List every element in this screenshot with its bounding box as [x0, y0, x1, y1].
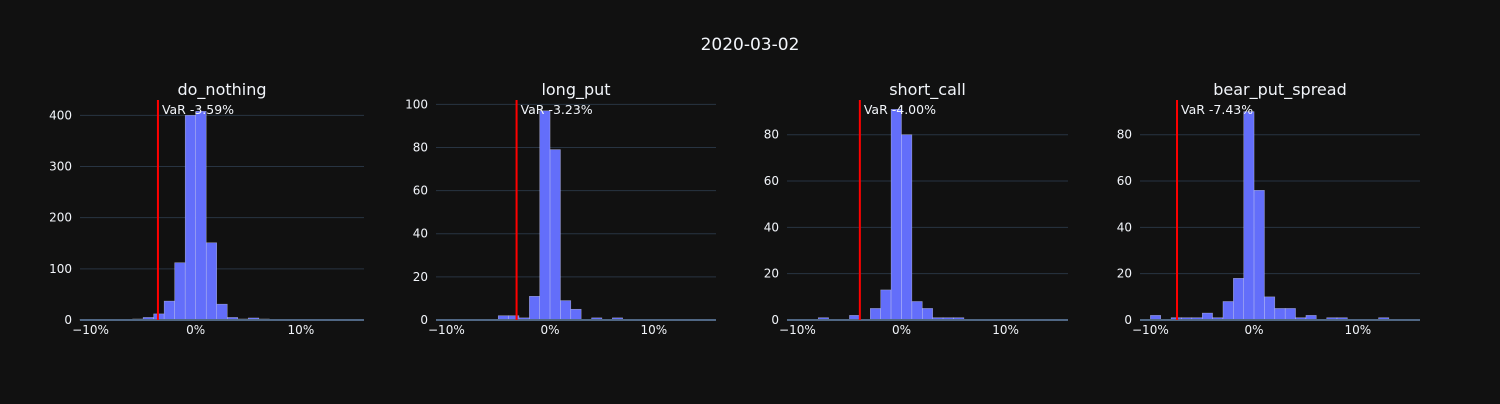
y-tick-label: 80: [413, 140, 428, 154]
subplot-title: do_nothing: [177, 80, 266, 100]
histogram-bar: [570, 308, 582, 321]
histogram-bar: [549, 149, 561, 321]
histogram-bar: [1274, 308, 1286, 321]
y-tick-label: 20: [413, 270, 428, 284]
subplot-title: long_put: [541, 80, 610, 100]
y-tick-label: 40: [413, 227, 428, 241]
histogram-bar: [880, 289, 892, 321]
x-tick-label: 0%: [1245, 323, 1264, 337]
y-tick-label: 100: [405, 97, 428, 111]
y-tick-label: 200: [49, 211, 72, 225]
var-label: VaR -7.43%: [1181, 102, 1253, 117]
x-tick-label: 10%: [1344, 323, 1371, 337]
var-label: VaR -3.23%: [521, 102, 593, 117]
y-tick-label: 60: [764, 174, 779, 188]
histogram-bar: [911, 301, 923, 321]
histogram-bar: [205, 242, 217, 321]
y-tick-label: 20: [764, 267, 779, 281]
x-tick-label: 0%: [541, 323, 560, 337]
y-tick-label: 80: [1117, 128, 1132, 142]
histogram-bar: [922, 308, 933, 321]
var-label: VaR -4.00%: [864, 102, 936, 117]
histogram-bar: [870, 308, 881, 321]
x-tick-label: −10%: [779, 323, 816, 337]
y-tick-label: 0: [420, 313, 428, 327]
histogram-bar: [1264, 296, 1276, 321]
histogram-bar: [195, 111, 207, 321]
x-tick-label: −10%: [1132, 323, 1169, 337]
histogram-bar: [1243, 111, 1255, 321]
y-tick-label: 100: [49, 262, 72, 276]
y-tick-label: 40: [1117, 220, 1132, 234]
histogram-bar: [1233, 278, 1244, 321]
y-tick-label: 0: [771, 313, 779, 327]
subplot-bear_put_spread: 0 20 40 60 80 −10% 0% 10% VaR -7.43% bear_put_spr…: [1117, 80, 1420, 337]
x-tick-label: 10%: [640, 323, 667, 337]
histogram-bar: [184, 115, 196, 321]
histogram-bar: [1253, 190, 1265, 321]
x-tick-label: 10%: [992, 323, 1019, 337]
y-tick-label: 40: [764, 220, 779, 234]
histogram-bar: [216, 303, 228, 321]
x-tick-label: 0%: [892, 323, 911, 337]
histogram-bar: [901, 134, 913, 321]
y-tick-label: 60: [1117, 174, 1132, 188]
subplot-title: bear_put_spread: [1213, 80, 1346, 100]
x-tick-label: −10%: [72, 323, 109, 337]
subplot-short_call: 0 20 40 60 80 −10% 0% 10% VaR -4.00% short_call: [764, 80, 1068, 337]
y-tick-label: 0: [64, 313, 72, 327]
histogram-bar: [560, 300, 572, 321]
y-tick-label: 300: [49, 160, 72, 174]
histogram-bar: [539, 110, 551, 321]
histogram-bar: [1222, 301, 1234, 321]
x-tick-label: 0%: [186, 323, 205, 337]
y-tick-label: 0: [1124, 313, 1132, 327]
y-tick-label: 80: [764, 128, 779, 142]
histogram-bar: [1284, 308, 1296, 321]
var-label: VaR -3.59%: [162, 102, 234, 117]
x-tick-label: −10%: [428, 323, 465, 337]
histogram-bar: [1201, 312, 1213, 321]
histogram-bar: [529, 296, 540, 321]
figure-title: 2020-03-02: [701, 35, 800, 55]
histogram-bar: [890, 109, 902, 321]
y-tick-label: 60: [413, 184, 428, 198]
y-tick-label: 20: [1117, 267, 1132, 281]
subplot-title: short_call: [889, 80, 966, 100]
subplot-long_put: 0 20 40 60 80 100 −10% 0% 10% VaR -3.23% long_put: [405, 80, 716, 337]
y-tick-label: 400: [49, 108, 72, 122]
histogram-bar: [174, 262, 186, 321]
x-tick-label: 10%: [288, 323, 315, 337]
subplot-do_nothing: 0 100 200 300 400 −10% 0% 10% VaR -3.59% do_nothi…: [49, 80, 364, 337]
histogram-bar: [163, 300, 175, 321]
